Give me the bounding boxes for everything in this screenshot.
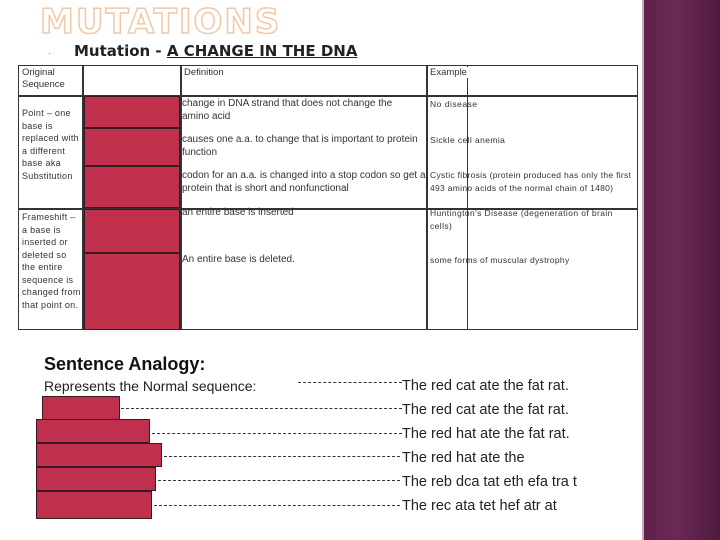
- sidebar-divider: [642, 0, 644, 540]
- example-row-2: Sickle cell anemia: [430, 135, 506, 145]
- definition-row-4: an entire base is inserted: [182, 207, 294, 218]
- analogy-answer-box-5: [36, 491, 152, 519]
- subtitle-prefix: Mutation -: [74, 42, 167, 60]
- dashed-connector: [158, 480, 400, 481]
- decorative-sidebar: [642, 0, 720, 540]
- example-row-1: No disease: [430, 99, 478, 109]
- col-divider: [180, 65, 182, 330]
- row-divider: [428, 95, 638, 97]
- header-original-sequence-text: Original Sequence: [22, 67, 65, 90]
- analogy-title: Sentence Analogy:: [44, 354, 206, 374]
- dashed-connector: [152, 433, 402, 434]
- example-row-5: some forms of muscular dystrophy: [430, 255, 570, 265]
- row-divider: [428, 208, 638, 210]
- bullet-marker: ·: [48, 48, 52, 59]
- dashed-connector: [154, 505, 400, 506]
- analogy-sentence-missense: The red hat ate the fat rat.: [402, 426, 570, 442]
- answer-box-missense: [84, 128, 180, 166]
- mutation-grid: Original Sequence Definition Example Poi…: [18, 65, 468, 330]
- definition-row-3: codon for an a.a. is changed into a stop…: [182, 170, 426, 194]
- col-divider: [426, 65, 428, 330]
- analogy-sentence-silent: The red cat ate the fat rat.: [402, 402, 569, 418]
- definition-row-5: An entire base is deleted.: [182, 254, 295, 265]
- header-example-label: Example: [430, 67, 527, 78]
- example-row-3: Cystic fibrosis (protein produced has on…: [430, 170, 632, 193]
- answer-box-insertion: [84, 209, 180, 253]
- subtitle-emphasis: A CHANGE IN THE DNA: [166, 42, 358, 60]
- definition-row-1: change in DNA strand that does not chang…: [182, 98, 393, 122]
- example-row-4: Huntington's Disease (degeneration of br…: [430, 208, 613, 231]
- example-column: Example No disease Sickle cell anemia Cy…: [428, 65, 638, 330]
- answer-box-nonsense: [84, 166, 180, 208]
- analogy-answer-box-2: [36, 419, 150, 443]
- analogy-answer-box-1: [42, 396, 120, 420]
- answer-box-deletion: [84, 253, 180, 330]
- answer-box-silent: [84, 96, 180, 128]
- point-mutation-label: Point – one base is replaced with a diff…: [22, 108, 79, 181]
- example-column-frame: [428, 65, 638, 330]
- analogy-answer-box-4: [36, 467, 156, 491]
- col-divider: [82, 65, 84, 330]
- slide-subtitle: Mutation - A CHANGE IN THE DNA: [74, 42, 357, 60]
- row-divider: [18, 208, 468, 210]
- frameshift-mutation-label: Frameshift – a base is inserted or delet…: [22, 212, 81, 310]
- analogy-sentence-insertion: The reb dca tat eth efa tra t: [402, 474, 577, 490]
- analogy-sentence-normal: The red cat ate the fat rat.: [402, 378, 569, 394]
- slide-title: MUTATIONS: [39, 1, 282, 43]
- dashed-connector: [164, 456, 400, 457]
- dashed-connector: [121, 408, 402, 409]
- analogy-sentence-nonsense: The red hat ate the: [402, 450, 525, 466]
- definition-row-2: causes one a.a. to change that is import…: [182, 134, 418, 158]
- analogy-sentence-deletion: The rec ata tet hef atr at: [402, 498, 557, 514]
- header-definition-text: Definition: [184, 67, 224, 78]
- row-divider: [18, 95, 468, 97]
- analogy-answer-box-3: [36, 443, 162, 467]
- dashed-connector: [298, 382, 402, 383]
- normal-sequence-label: Represents the Normal sequence:: [44, 378, 257, 394]
